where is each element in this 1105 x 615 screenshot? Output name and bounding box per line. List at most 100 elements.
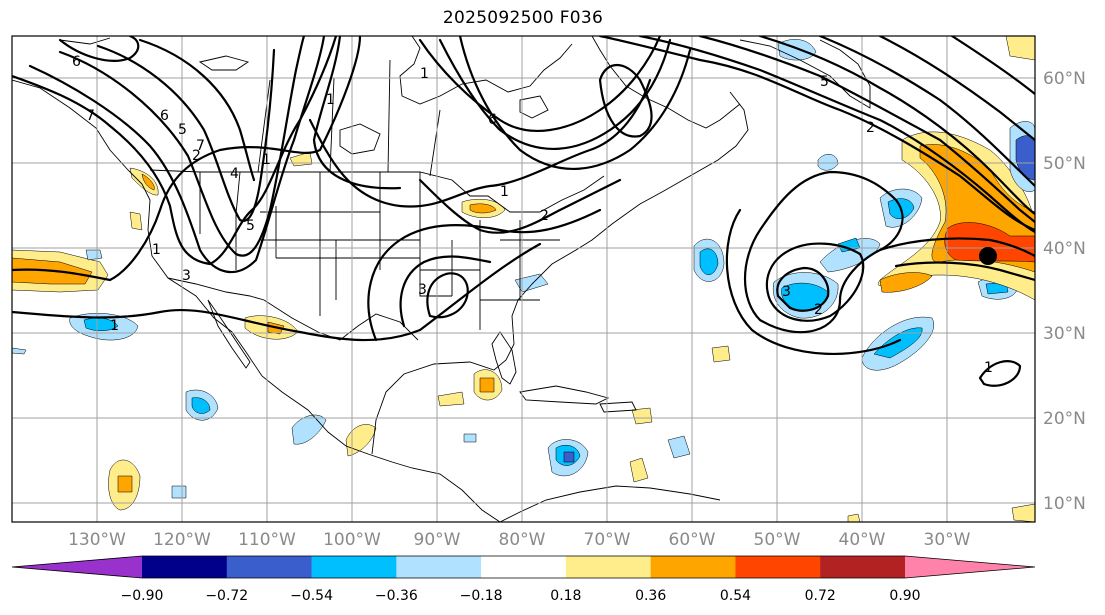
shaded-region (437, 391, 465, 407)
latitude-labels: 60°N 50°N 40°N 30°N 20°N 10°N (1043, 69, 1086, 514)
map-title: 2025092500 F036 (442, 8, 604, 28)
contour-label: 3 (182, 268, 191, 284)
shaded-region (469, 203, 497, 214)
map-area: 6 6 5 2 1 7 4 6 5 2 1 1 1 1 3 2 3 5 7 3 … (12, 36, 1035, 522)
shaded-region (291, 414, 327, 445)
us-mexico-border (167, 277, 419, 341)
contour-line (12, 242, 542, 342)
contour-label: 2 (814, 302, 823, 318)
contour-line (399, 255, 492, 328)
colorbar-segment (481, 556, 567, 578)
contour-label: 2 (866, 120, 875, 136)
lon-label: 50°W (754, 530, 801, 550)
coastline (207, 299, 251, 369)
lon-label: 70°W (584, 530, 631, 550)
coastline (739, 39, 871, 109)
shaded-region (847, 513, 861, 522)
shaded-region (12, 347, 27, 355)
shaded-region (1005, 36, 1035, 61)
colorbar-extend-high (905, 556, 1035, 578)
state-boundaries (149, 59, 605, 341)
shaded-region (817, 153, 839, 171)
map-frame (11, 35, 1036, 523)
coastline (519, 385, 610, 405)
colorbar-segment (142, 556, 228, 578)
colorbar-tick-label: −0.54 (290, 588, 333, 604)
shaded-region (129, 211, 143, 231)
contour-label: 1 (326, 92, 335, 108)
contour-label: 5 (178, 122, 187, 138)
contour-line (312, 36, 402, 190)
colorbar-tick-label: 0.36 (635, 588, 666, 604)
contour-label: 2 (540, 208, 549, 224)
contour-label: 5 (246, 218, 255, 234)
colorbar-tick-label: 0.90 (889, 588, 920, 604)
shaded-region (141, 173, 155, 191)
contour-line (765, 242, 865, 322)
lon-label: 80°W (499, 530, 546, 550)
lat-label: 50°N (1043, 154, 1086, 174)
contour-label: 1 (420, 66, 429, 82)
colorbar-tick-label: −0.18 (460, 588, 503, 604)
contour-line (978, 360, 1022, 387)
contour-line (458, 36, 692, 170)
coastline (59, 37, 111, 45)
coastline (339, 123, 381, 155)
lat-label: 60°N (1043, 69, 1086, 89)
lat-label: 10°N (1043, 494, 1086, 514)
shaded-region (479, 377, 495, 393)
shaded-fields (12, 36, 1035, 522)
contour-line (367, 208, 602, 342)
colorbar (11, 555, 1036, 579)
contour-line (598, 64, 653, 138)
lon-label: 100°W (323, 530, 381, 550)
contour-line (418, 36, 662, 132)
contour-line (96, 44, 276, 222)
shaded-region (345, 424, 377, 457)
lat-label: 30°N (1043, 324, 1086, 344)
colorbar-tick-label: −0.90 (121, 588, 164, 604)
contour-line (426, 272, 469, 319)
colorbar-segment (396, 556, 482, 578)
shaded-region (85, 249, 103, 261)
gridlines (12, 36, 1035, 522)
coastline (591, 36, 741, 129)
contour-line (698, 36, 1035, 224)
contour-label: 2 (192, 148, 201, 164)
shaded-region (873, 327, 923, 359)
shaded-region (171, 485, 187, 499)
shaded-region (191, 397, 211, 414)
lon-label: 90°W (414, 530, 461, 550)
coastline (499, 485, 721, 522)
shaded-region (879, 272, 933, 293)
contour-label: 1 (984, 360, 993, 376)
colorbar-ticks: −0.90 −0.72 −0.54 −0.36 −0.18 0.18 0.36 0.54 0.7… (121, 588, 921, 604)
contour-label: 3 (782, 284, 791, 300)
contour-line (744, 170, 904, 334)
shaded-region (629, 457, 649, 483)
lon-label: 60°W (669, 530, 716, 550)
coastline (371, 91, 749, 455)
us-canada-border (149, 169, 605, 213)
coastlines (12, 36, 871, 522)
coastline (519, 95, 549, 119)
shaded-region (463, 433, 477, 443)
colorbar-segment (735, 556, 821, 578)
colorbar-outline (11, 555, 1036, 579)
lon-label: 120°W (153, 530, 211, 550)
contour-labels: 6 6 5 2 1 7 4 6 5 2 1 1 1 1 3 2 3 5 7 3 … (72, 54, 993, 376)
colorbar-segment (565, 556, 652, 578)
colorbar-tick-label: 0.72 (805, 588, 836, 604)
coastline (198, 55, 250, 71)
lat-label: 40°N (1043, 239, 1086, 259)
shaded-region (1011, 503, 1035, 522)
contour-label: 5 (820, 74, 829, 90)
shaded-region (117, 475, 133, 493)
shaded-region (944, 222, 1035, 263)
lon-label: 30°W (924, 530, 971, 550)
contour-line (950, 36, 1035, 96)
coastline (399, 36, 573, 105)
colorbar-extend-low (12, 556, 142, 578)
contour-line (418, 178, 622, 234)
